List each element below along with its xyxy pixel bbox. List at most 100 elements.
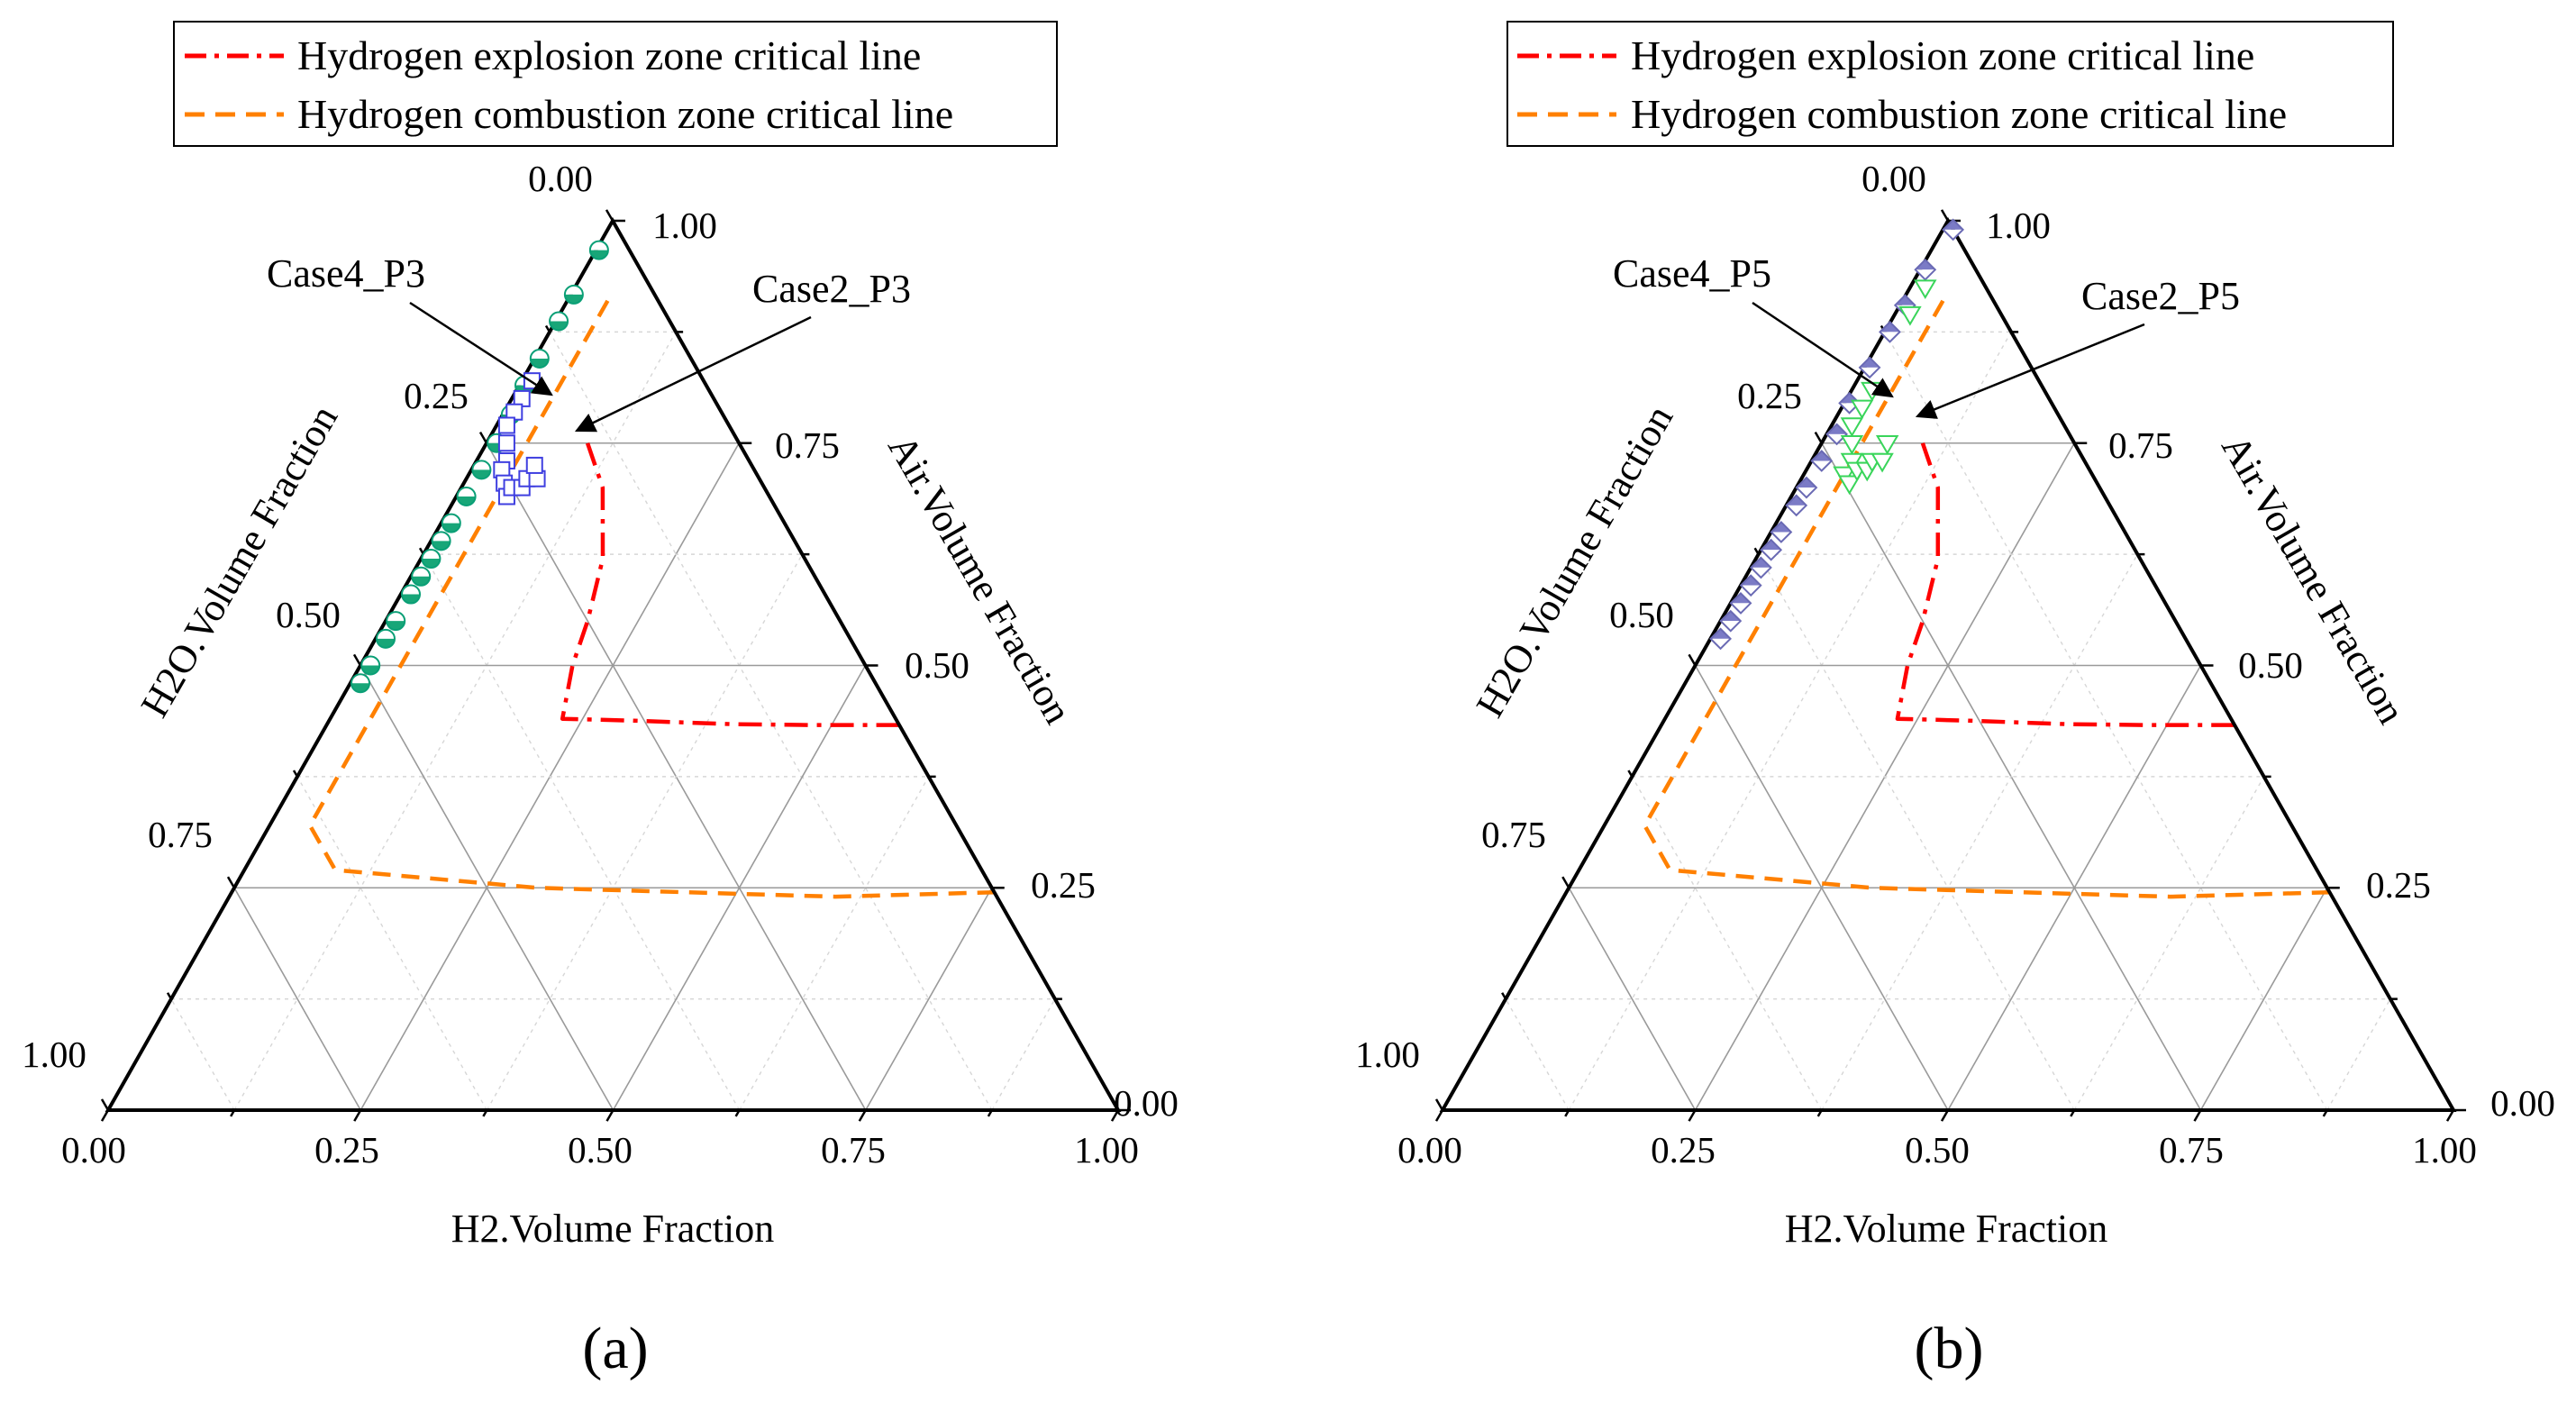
- panel-a-point-case4-p3: [456, 486, 477, 506]
- panel-a-bottom-tick-labels: 0.00 0.25 0.50 0.75 1.00: [61, 1129, 1139, 1171]
- panel-b-point-case4-p5-top: [1860, 357, 1880, 368]
- panel-b-annotation-case2-arrow: [1915, 323, 2145, 419]
- panel-b-left-tick-label: 0.75: [1481, 814, 1546, 855]
- panel-b-grid-h2-minor: [2073, 776, 2265, 1111]
- panel-a-point-case4-p3-bottom: [564, 294, 583, 304]
- panel-b-point-case4-p5: [1785, 494, 1808, 517]
- panel-a-grid: [170, 331, 1056, 1111]
- panel-a-point-case4-p3: [411, 566, 432, 587]
- panel-a-legend-combustion-label: Hydrogen combustion zone critical line: [297, 91, 953, 137]
- panel-b-point-case4-p5: [1879, 320, 1901, 343]
- panel-a-tick-bottom: [230, 1109, 236, 1117]
- panel-a-point-case4-p3-top: [441, 514, 460, 524]
- panel-a-point-case4-p3-top: [377, 629, 396, 639]
- panel-b-point-case4-p5-top: [1761, 540, 1781, 551]
- panel-a-point-case4-p3-bottom: [550, 321, 569, 331]
- panel-b: Hydrogen explosion zone critical line Hy…: [1355, 21, 2555, 1381]
- panel-b-point-case4-p5-bottom: [1730, 603, 1751, 614]
- panel-a-point-case4-p3-top: [412, 567, 431, 577]
- panel-a-point-case4-p3-bottom: [351, 683, 370, 693]
- panel-b-tick-bottom: [1564, 1109, 1570, 1117]
- panel-b-point-case2-p5: [1840, 435, 1864, 455]
- panel-a-tick-bottom: [987, 1109, 993, 1117]
- panel-a-annotation-case4-label: Case4_P3: [267, 251, 425, 296]
- panel-b-left-tick-label: 1.00: [1355, 1034, 1420, 1075]
- panel-b-point-case4-p5: [1770, 521, 1793, 543]
- panel-b-markers: [1709, 218, 1965, 651]
- panel-b-point-case4-p5-top: [1895, 295, 1916, 305]
- panel-b-point-case4-p5-bottom: [1751, 567, 1771, 578]
- panel-b-tick-bottom: [1940, 1109, 1950, 1122]
- panel-b-right-tick-labels: 0.00 0.25 0.50 0.75 1.00: [1986, 205, 2555, 1124]
- panel-a-bottom-tick-label: 0.75: [821, 1129, 886, 1171]
- panel-b-point-case4-p5-top: [1786, 495, 1807, 506]
- panel-b-point-case4-p5-bottom: [1741, 585, 1761, 596]
- panel-b-annotation-case4-arrow: [1752, 301, 1894, 398]
- panel-a-right-tick-label: 0.00: [1114, 1082, 1179, 1124]
- panel-b-point-case2-p5: [1840, 417, 1864, 437]
- panel-b-point-case4-p5: [1729, 591, 1752, 615]
- panel-a-legend: Hydrogen explosion zone critical line Hy…: [173, 21, 1058, 147]
- panel-b-point-case4-p5-top: [1741, 575, 1761, 586]
- panel-b-point-case2-p5: [1898, 305, 1922, 326]
- panel-a-point-case4-p3: [563, 284, 584, 305]
- panel-b-point-case4-p5-bottom: [1720, 621, 1741, 632]
- panel-b-point-case4-p5: [1709, 627, 1732, 651]
- panel-a-tick-bottom: [858, 1109, 867, 1122]
- panel-a-point-case4-p3-top: [457, 487, 476, 497]
- panel-a-tick-left: [100, 1098, 110, 1111]
- panel-a-point-case4-p3-bottom: [530, 358, 549, 368]
- panel-b-tick-left: [1940, 209, 1950, 222]
- panel-a-grid-h2-major: [865, 887, 993, 1111]
- panel-b-left-tick-labels: 0.00 0.25 0.50 0.75 1.00: [1355, 158, 1926, 1075]
- panel-a-left-axis-title: H2O.Volume Fraction: [132, 398, 347, 724]
- panel-a-point-case2-p3: [497, 434, 515, 452]
- panel-b-right-tick-label: 0.75: [2108, 424, 2173, 466]
- panel-b-point-case4-p5: [1914, 258, 1937, 281]
- panel-b-grid-h2-minor: [1568, 332, 2012, 1111]
- panel-b-tick-left: [1501, 992, 1507, 1000]
- panel-a-point-case4-p3: [549, 311, 569, 332]
- panel-b-point-case4-p5-top: [1710, 628, 1731, 639]
- panel-b-grid-h2o-minor: [1505, 998, 1570, 1111]
- panel-b-right-tick-label: 0.25: [2366, 864, 2431, 906]
- panel-b-tick-bottom: [2070, 1109, 2076, 1117]
- panel-b-point-case4-p5-bottom: [1915, 269, 1935, 280]
- panel-a-bottom-tick-label: 0.25: [314, 1129, 379, 1171]
- panel-b-point-case2-p5: [1837, 475, 1861, 496]
- panel-a-point-case4-p3-bottom: [589, 250, 608, 260]
- panel-a-markers: [350, 240, 609, 694]
- panel-a-point-case4-p3-bottom: [441, 523, 460, 533]
- panel-b-point-case4-p5-top: [1770, 522, 1791, 533]
- panel-a-point-case4-p3-top: [361, 656, 380, 666]
- panel-a-point-case4-p3: [431, 531, 451, 551]
- panel-a-point-case4-p3-top: [589, 241, 608, 251]
- panel-b-point-case4-p5: [1760, 538, 1783, 561]
- panel-a-annotation-case2-label: Case2_P3: [752, 267, 911, 311]
- panel-b-grid-h2o-minor: [1758, 553, 2075, 1111]
- panel-a-right-tick-label: 0.25: [1031, 864, 1096, 906]
- panel-a-grid-h2o-major: [360, 665, 614, 1111]
- panel-b-point-case4-p5-bottom: [1860, 367, 1880, 378]
- panel-b-point-case4-p5-bottom: [1786, 505, 1807, 515]
- panel-a-point-case4-p3-bottom: [472, 469, 491, 479]
- panel-b-annotation-case4-label: Case4_P5: [1613, 251, 1771, 296]
- panel-b-legend-box: [1506, 21, 2394, 147]
- panel-b-bottom-tick-label: 0.25: [1651, 1129, 1716, 1171]
- panel-b-point-case4-p5-top: [1811, 451, 1832, 461]
- panel-b-point-case4-p5-top: [1751, 557, 1771, 568]
- panel-b-bottom-axis-title: H2.Volume Fraction: [1785, 1207, 2108, 1251]
- panel-a-grid-h2o-minor: [549, 332, 993, 1111]
- panel-a-grid-h2o-minor: [170, 998, 235, 1111]
- panel-a-point-case4-p3-top: [387, 612, 405, 622]
- panel-b-tick-bottom: [2322, 1109, 2328, 1117]
- panel-a-point-case4-p3-bottom: [402, 594, 421, 604]
- panel-b-grid-h2-minor: [2326, 998, 2391, 1111]
- panel-b-point-case4-p5: [1825, 423, 1848, 446]
- panel-a-point-case4-p3: [441, 513, 461, 533]
- panel-b-ticks: [1434, 209, 2466, 1122]
- panel-a-point-case4-p3-top: [402, 585, 421, 595]
- panel-a-bottom-tick-label: 1.00: [1074, 1129, 1139, 1171]
- panel-b-point-case2-p5: [1914, 279, 1937, 299]
